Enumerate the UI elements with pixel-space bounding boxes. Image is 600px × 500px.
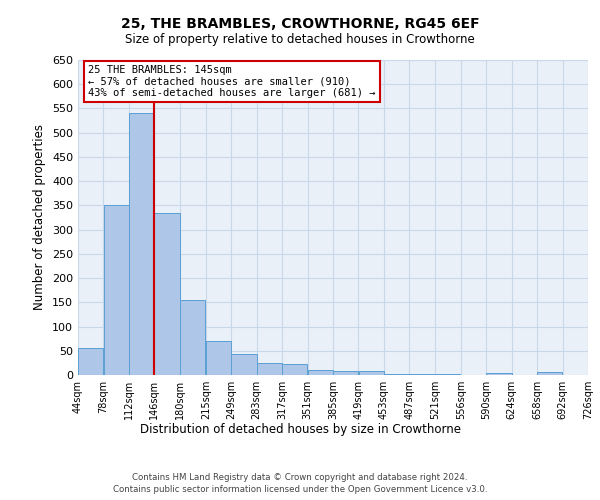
- Bar: [283, 364, 307, 375]
- Bar: [154, 212, 179, 375]
- Text: Size of property relative to detached houses in Crowthorne: Size of property relative to detached ho…: [125, 32, 475, 46]
- Bar: [206, 341, 231, 375]
- Bar: [78, 348, 103, 375]
- Bar: [538, 372, 562, 375]
- Text: Contains HM Land Registry data © Crown copyright and database right 2024.: Contains HM Land Registry data © Crown c…: [132, 472, 468, 482]
- Text: Contains public sector information licensed under the Open Government Licence v3: Contains public sector information licen…: [113, 485, 487, 494]
- Bar: [257, 363, 282, 375]
- Bar: [232, 354, 257, 375]
- Bar: [308, 370, 333, 375]
- Bar: [180, 300, 205, 375]
- Bar: [359, 371, 383, 375]
- Text: 25, THE BRAMBLES, CROWTHORNE, RG45 6EF: 25, THE BRAMBLES, CROWTHORNE, RG45 6EF: [121, 18, 479, 32]
- Bar: [333, 371, 358, 375]
- Bar: [129, 114, 154, 375]
- Text: 25 THE BRAMBLES: 145sqm
← 57% of detached houses are smaller (910)
43% of semi-d: 25 THE BRAMBLES: 145sqm ← 57% of detache…: [88, 64, 376, 98]
- Y-axis label: Number of detached properties: Number of detached properties: [34, 124, 46, 310]
- Bar: [384, 374, 409, 375]
- Bar: [487, 372, 512, 375]
- Text: Distribution of detached houses by size in Crowthorne: Distribution of detached houses by size …: [139, 422, 461, 436]
- Bar: [409, 374, 434, 375]
- Bar: [588, 372, 600, 375]
- Bar: [104, 206, 128, 375]
- Bar: [435, 374, 460, 375]
